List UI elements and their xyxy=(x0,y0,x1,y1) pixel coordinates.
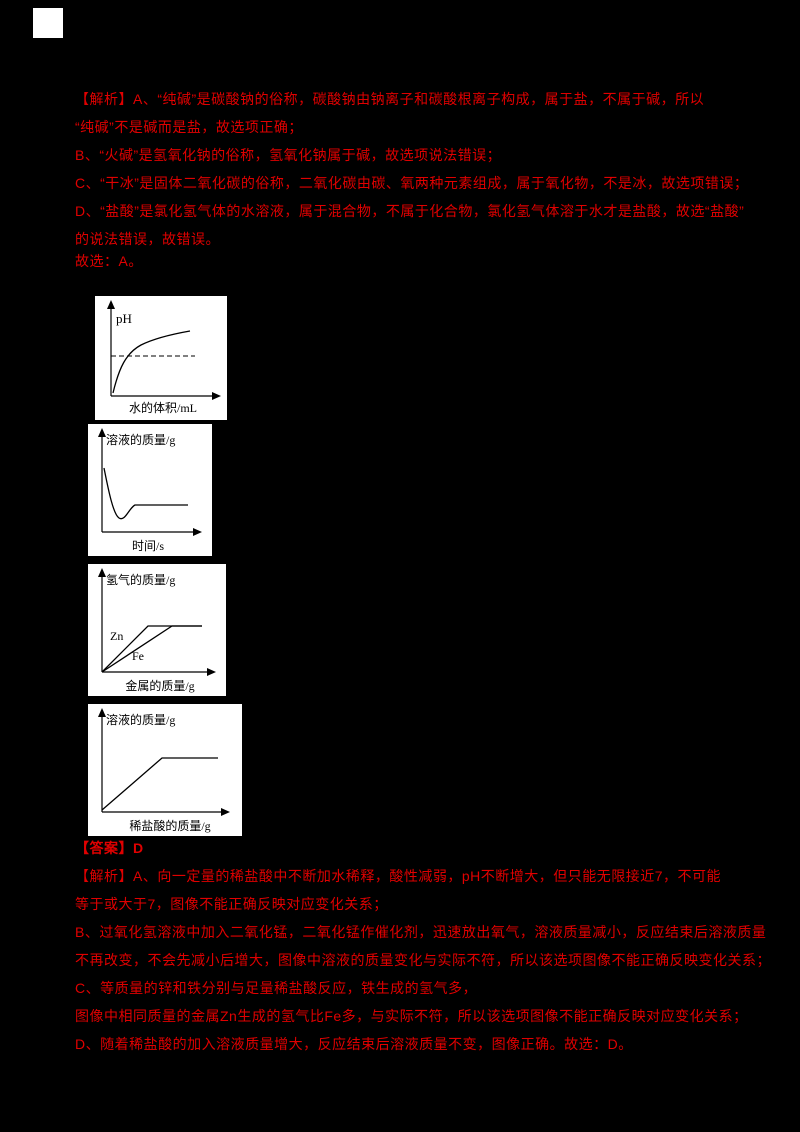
chart-b-svg: 溶液的质量/g 时间/s xyxy=(98,428,202,553)
y-axis-arrow-icon xyxy=(98,568,106,577)
chart-a-svg: pH 水的体积/mL xyxy=(107,300,221,415)
analysis1-line: C、“干冰”是固体二氧化碳的俗称，二氧化碳由碳、氧两种元素组成，属于氧化物，不是… xyxy=(75,175,749,191)
y-axis-label: 溶液的质量/g xyxy=(106,712,175,727)
analysis2-line: 等于或大于7，图像不能正确反映对应变化关系； xyxy=(75,896,388,912)
analysis1-line: “纯碱”不是碱而是盐，故选项正确； xyxy=(75,119,303,135)
x-axis-arrow-icon xyxy=(221,808,230,816)
analysis1-line: 【解析】A、“纯碱”是碳酸钠的俗称，碳酸钠由钠离子和碳酸根离子构成，属于盐，不属… xyxy=(75,91,705,107)
analysis1-conclusion: 故选：A。 xyxy=(75,253,143,269)
ph-curve xyxy=(112,330,191,394)
y-axis-arrow-icon xyxy=(98,428,106,437)
solution-mass-line xyxy=(101,757,218,811)
chart-option-d: 溶液的质量/g 稀盐酸的质量/g xyxy=(88,704,242,836)
analysis1-line: B、“火碱”是氢氧化钠的俗称，氢氧化钠属于碱，故选项说法错误； xyxy=(75,147,502,163)
chart-option-c: Zn Fe 氢气的质量/g 金属的质量/g xyxy=(88,564,226,696)
x-axis-arrow-icon xyxy=(212,392,221,400)
fe-series-label: Fe xyxy=(132,649,144,663)
chart-option-a: pH 水的体积/mL xyxy=(95,296,227,420)
y-axis-arrow-icon xyxy=(107,300,115,309)
analysis2-conclusion: D、随着稀盐酸的加入溶液质量增大，反应结束后溶液质量不变，图像正确。故选：D。 xyxy=(75,1036,633,1052)
white-corner-fragment xyxy=(33,8,63,38)
chart-c-svg: Zn Fe 氢气的质量/g 金属的质量/g xyxy=(98,568,216,693)
solution-mass-curve xyxy=(103,467,188,520)
y-axis-label: 溶液的质量/g xyxy=(106,432,175,447)
analysis2-line: B、过氧化氢溶液中加入二氧化锰，二氧化锰作催化剂，迅速放出氧气，溶液质量减小，反… xyxy=(75,924,767,940)
x-axis-arrow-icon xyxy=(193,528,202,536)
x-axis-arrow-icon xyxy=(207,668,216,676)
fe-line xyxy=(101,625,202,673)
x-axis-label: 水的体积/mL xyxy=(129,400,197,415)
x-axis-label: 金属的质量/g xyxy=(125,678,194,693)
y-axis-label: pH xyxy=(116,311,132,326)
analysis2-line: 图像中相同质量的金属Zn生成的氢气比Fe多，与实际不符，所以该选项图像不能正确反… xyxy=(75,1008,748,1024)
analysis1-line: 的说法错误，故错误。 xyxy=(75,231,220,247)
analysis1-line: D、“盐酸”是氯化氢气体的水溶液，属于混合物，不属于化合物，氯化氢气体溶于水才是… xyxy=(75,203,745,219)
answer-label: 【答案】D xyxy=(75,840,144,856)
analysis2-line: 【解析】A、向一定量的稀盐酸中不断加水稀释，酸性减弱，pH不断增大，但只能无限接… xyxy=(75,868,722,884)
chart-d-svg: 溶液的质量/g 稀盐酸的质量/g xyxy=(98,708,230,833)
x-axis-label: 稀盐酸的质量/g xyxy=(129,818,210,833)
analysis2-line: 不再改变，不会先减小后增大，图像中溶液的质量变化与实际不符，所以该选项图像不能正… xyxy=(75,952,771,968)
analysis2-line: C、等质量的锌和铁分别与足量稀盐酸反应，铁生成的氢气多， xyxy=(75,980,478,996)
chart-option-b: 溶液的质量/g 时间/s xyxy=(88,424,212,556)
y-axis-arrow-icon xyxy=(98,708,106,717)
x-axis-label: 时间/s xyxy=(132,539,164,553)
y-axis-label: 氢气的质量/g xyxy=(106,572,175,587)
zn-series-label: Zn xyxy=(110,629,123,643)
